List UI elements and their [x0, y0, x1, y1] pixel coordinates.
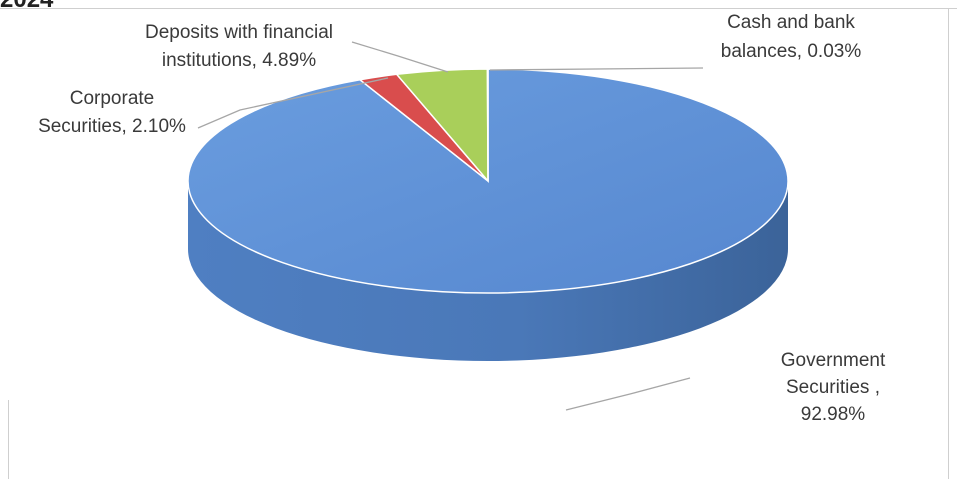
frame-left-border [8, 400, 9, 479]
frame-top-border [0, 8, 957, 9]
leader-line-government-securities [565, 377, 691, 411]
data-label-line: Government [781, 350, 886, 371]
data-label-line: Cash and bank [727, 12, 855, 33]
data-label-line: Corporate [70, 88, 155, 109]
data-label-deposits: Deposits with financial institutions, 4.8… [145, 22, 333, 71]
data-label-government-securities: Government Securities , 92.98% [781, 350, 886, 425]
pie-slice-cash-bank [486, 68, 489, 182]
data-label-line: balances, 0.03% [721, 41, 862, 62]
chart-title: 2024 [0, 0, 53, 14]
data-label-line: Securities , [786, 377, 880, 398]
pie-side-government-securities [188, 181, 788, 361]
leader-line-corporate-securities [197, 77, 389, 129]
data-label-line: Deposits with financial [145, 22, 333, 43]
data-label-cash-bank: Cash and bank balances, 0.03% [721, 12, 862, 62]
data-label-line: institutions, 4.89% [162, 50, 316, 71]
data-label-corporate-securities: Corporate Securities, 2.10% [38, 88, 186, 137]
frame-right-border [948, 8, 949, 479]
leader-line-deposits [351, 41, 449, 73]
data-label-line: Securities, 2.10% [38, 116, 186, 137]
leader-line-cash-bank [489, 67, 704, 71]
data-label-line: 92.98% [801, 404, 866, 425]
